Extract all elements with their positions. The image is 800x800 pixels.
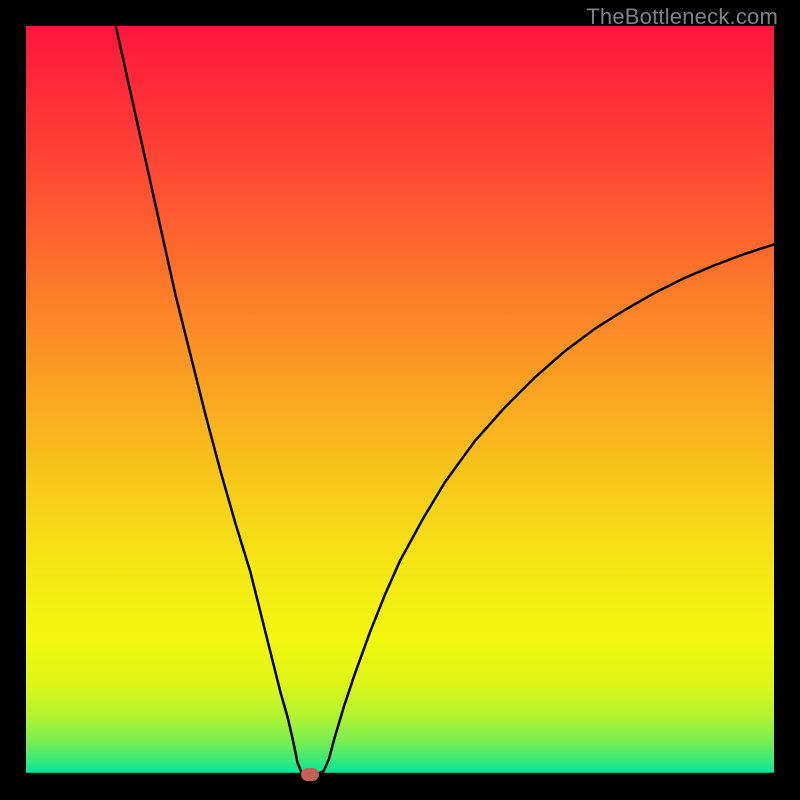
gradient-background — [26, 26, 774, 774]
chart-svg — [0, 0, 800, 800]
chart-container: TheBottleneck.com — [0, 0, 800, 800]
